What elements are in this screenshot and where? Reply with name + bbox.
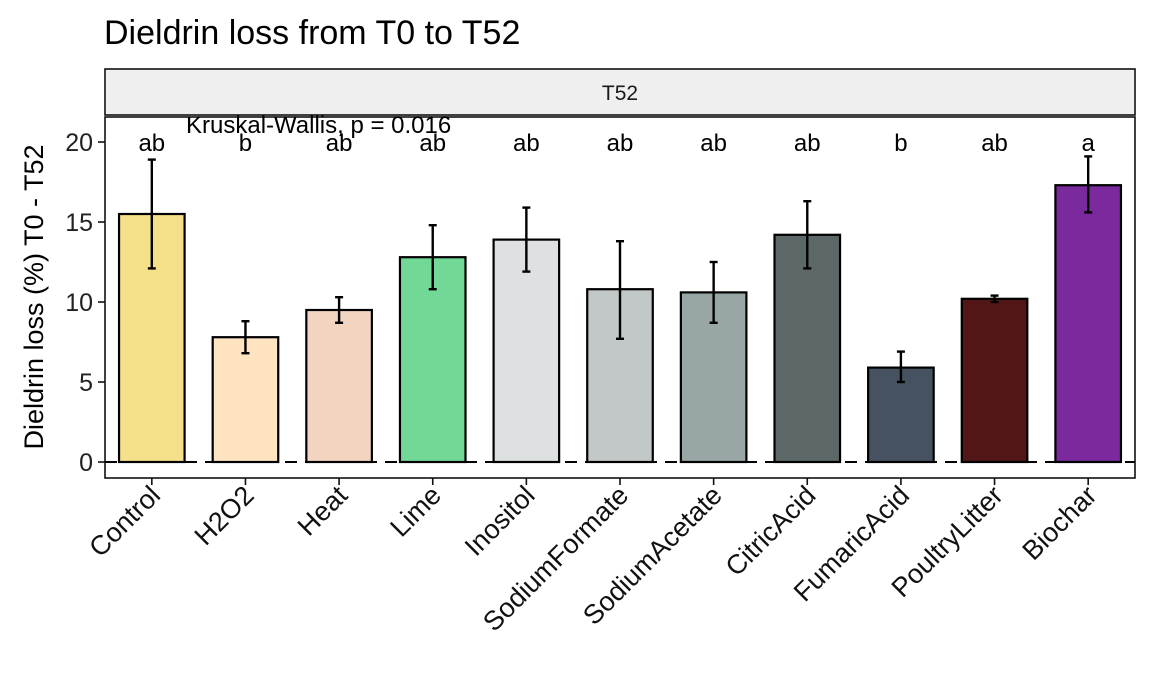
group-letter: a — [1082, 130, 1096, 157]
y-axis: 0 5 10 15 20 — [65, 129, 105, 477]
bar — [492, 238, 561, 464]
group-letter: b — [239, 130, 252, 157]
facet-label: T52 — [602, 82, 638, 105]
y-tick-label: 10 — [65, 289, 93, 317]
x-tick-label: Inositol — [459, 480, 541, 562]
group-letter: ab — [326, 130, 353, 157]
group-letter: ab — [607, 130, 634, 157]
group-letter: ab — [513, 130, 540, 157]
group-letter: ab — [981, 130, 1008, 157]
bar — [1054, 184, 1123, 464]
x-axis: Control H2O2 Heat Lime InositolSodiumFormate… — [83, 478, 1102, 637]
bar — [867, 366, 935, 464]
group-letter: ab — [700, 130, 727, 157]
group-letter: ab — [419, 130, 446, 157]
bar — [960, 297, 1029, 464]
y-tick-label: 15 — [65, 209, 93, 237]
group-letter: b — [894, 130, 907, 157]
x-tick-label: H2O2 — [189, 480, 260, 551]
kruskal-wallis-annotation: Kruskal-Wallis, p = 0.016 — [186, 112, 451, 139]
y-tick-label: 0 — [79, 449, 93, 477]
x-tick-label: Biochar — [1016, 480, 1102, 566]
x-tick-label: Heat — [292, 480, 354, 542]
x-tick-label: Control — [83, 480, 166, 563]
bar — [398, 256, 467, 464]
y-axis-label: Dieldrin loss (%) T0 - T52 — [19, 144, 49, 449]
chart-title: Dieldrin loss from T0 to T52 — [104, 14, 520, 52]
group-letters-layer: ab b ab ab ab ab ab ab b ab a — [138, 130, 1095, 157]
group-letter: ab — [794, 130, 821, 157]
bar — [305, 308, 373, 464]
group-letter: ab — [138, 130, 165, 157]
error-bars-layer — [147, 155, 1093, 384]
x-tick-label: Lime — [384, 480, 447, 543]
bar — [211, 336, 280, 464]
y-tick-label: 20 — [65, 129, 93, 157]
y-tick-label: 5 — [79, 369, 93, 397]
facet-strip — [104, 68, 1136, 116]
